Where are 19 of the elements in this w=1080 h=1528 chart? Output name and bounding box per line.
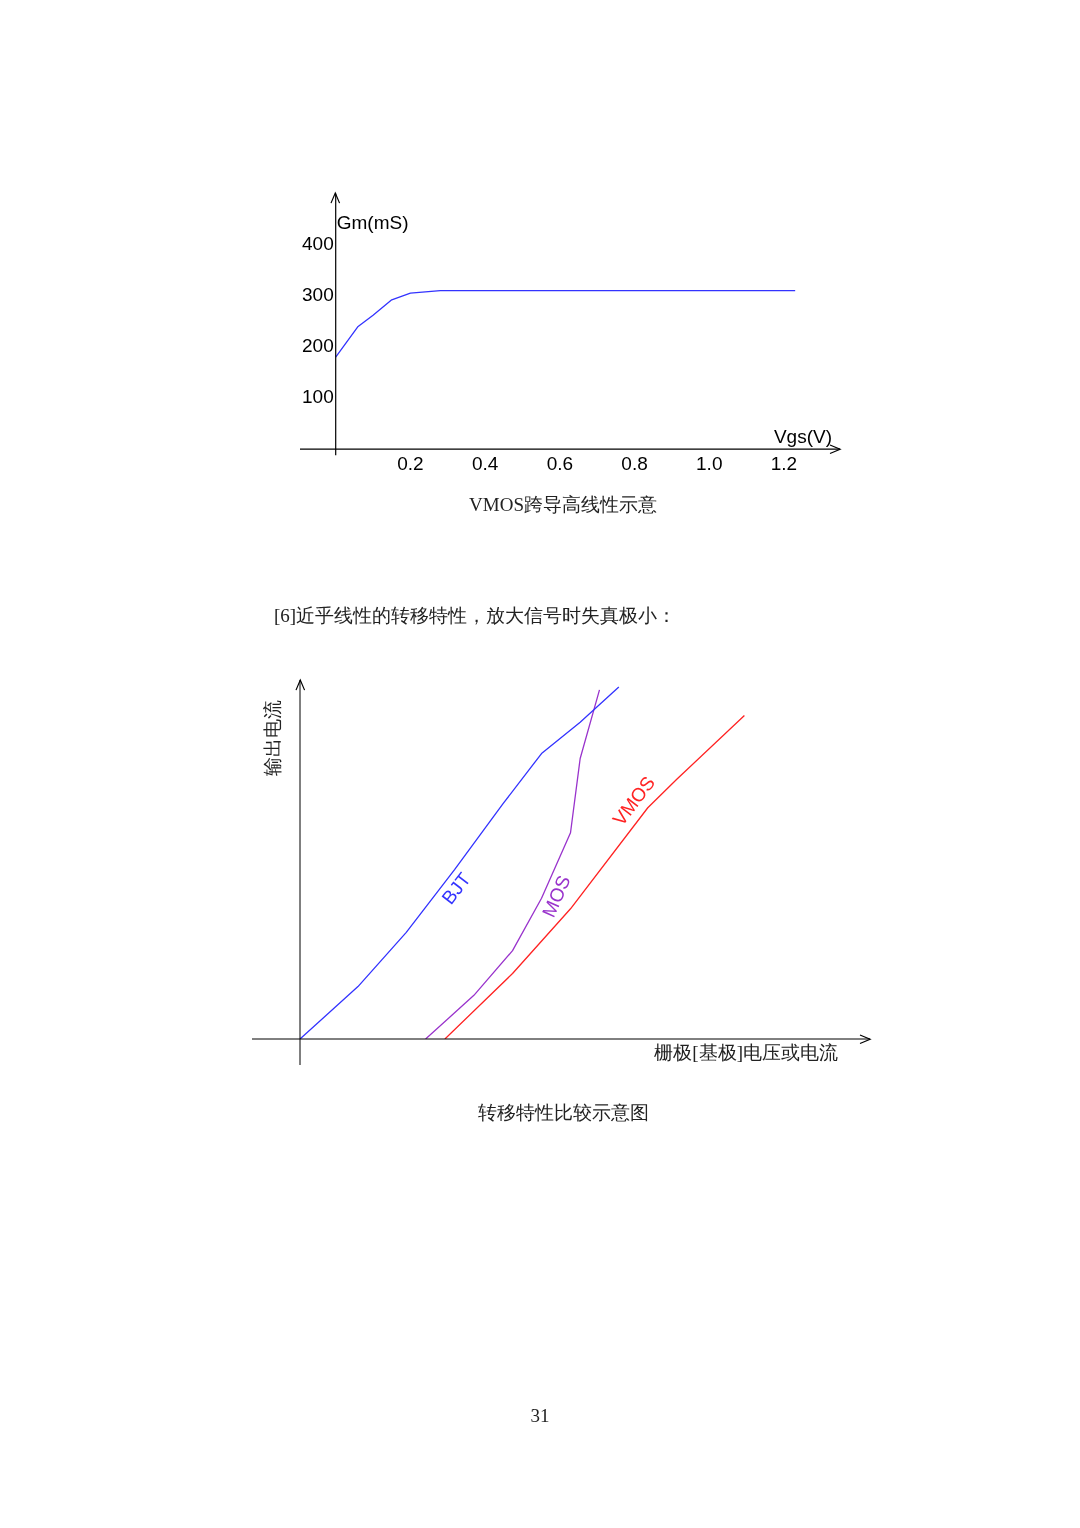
- x-tick-label: 0.4: [471, 452, 499, 474]
- y-axis-title: Gm(mS): [336, 212, 409, 234]
- y-tick-label: 400: [302, 232, 334, 254]
- x-tick-label: 0.2: [397, 452, 424, 474]
- x-tick-label: 1.0: [696, 452, 723, 474]
- x-tick-label: 1.2: [770, 452, 798, 474]
- chart-subtitle: [6]近乎线性的转移特性，放大信号时失真极小：: [274, 604, 677, 628]
- x-tick-label: 0.8: [621, 452, 648, 474]
- y-tick-label: 300: [302, 283, 334, 305]
- x-axis-title: Vgs(V): [773, 425, 832, 447]
- text: 31: [529, 1405, 551, 1427]
- text: MOS: [537, 872, 575, 921]
- y-tick-label: 100: [302, 386, 334, 408]
- text: VMOS跨导高线性示意: [468, 493, 658, 517]
- y-axis-title: 输出电流: [262, 700, 284, 776]
- x-axis-title: 栅极[基极]电压或电流: [654, 1042, 838, 1064]
- text: 转移特性比较示意图: [476, 1101, 650, 1125]
- y-tick-label: 200: [302, 335, 334, 357]
- x-tick-label: 0.6: [546, 452, 574, 474]
